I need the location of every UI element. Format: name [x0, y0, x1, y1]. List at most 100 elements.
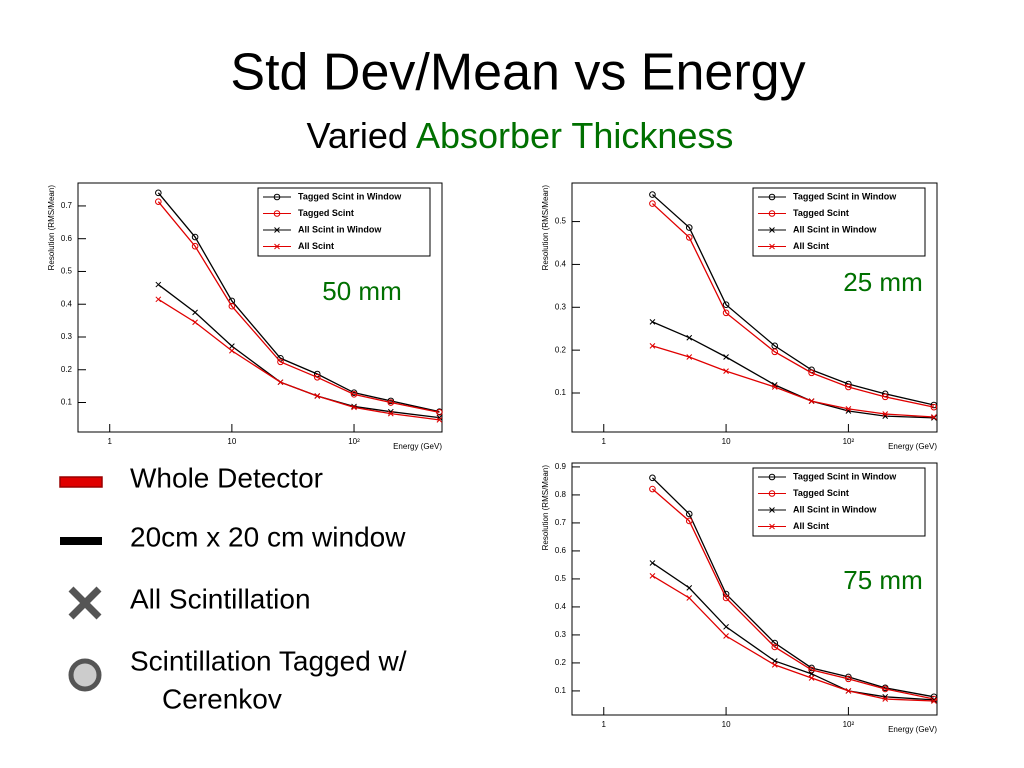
series-line	[651, 203, 935, 408]
x-tick-label: 10	[227, 437, 236, 446]
key-label: 20cm x 20 cm window	[130, 521, 406, 552]
data-point	[930, 401, 938, 409]
subtitle-part: Varied	[307, 115, 408, 156]
data-point	[649, 319, 656, 325]
data-point	[723, 354, 729, 360]
data-point	[686, 585, 693, 591]
key-symbol	[68, 658, 102, 692]
data-point	[277, 379, 284, 386]
y-tick-label: 0.6	[555, 546, 567, 555]
series-line	[652, 321, 934, 419]
data-point	[436, 417, 443, 423]
y-tick-label: 0.3	[61, 332, 73, 341]
data-point	[192, 309, 198, 316]
series-line	[652, 575, 934, 702]
key-label: All Scintillation	[130, 583, 311, 614]
key-symbol	[60, 537, 102, 545]
series-line	[651, 477, 935, 698]
series-line	[652, 562, 934, 701]
x-tick-label: 10	[722, 720, 731, 729]
data-point	[228, 302, 236, 310]
data-point	[436, 409, 443, 416]
series-line	[652, 488, 935, 700]
data-point	[808, 369, 815, 377]
annotation: 50 mm	[322, 276, 401, 306]
annotation: 25 mm	[843, 267, 922, 297]
data-point	[649, 200, 656, 207]
y-tick-label: 0.1	[61, 398, 73, 407]
legend-label: Tagged Scint	[298, 208, 354, 218]
data-point	[649, 343, 656, 349]
x-axis-label: Energy (GeV)	[888, 442, 937, 451]
data-point	[155, 296, 162, 303]
data-point	[808, 398, 815, 404]
y-tick-label: 0.2	[555, 345, 567, 354]
legend-marker	[769, 243, 775, 250]
y-tick-label: 0.2	[555, 658, 567, 667]
series-line	[652, 345, 934, 418]
data-point	[685, 224, 693, 231]
y-tick-label: 0.1	[555, 388, 567, 397]
key-label: Whole Detector	[130, 462, 323, 493]
data-point	[931, 698, 937, 704]
legend-box	[257, 187, 431, 257]
data-point	[808, 670, 815, 677]
data-point	[191, 233, 199, 241]
y-tick-label: 0.9	[555, 462, 567, 471]
data-point	[649, 485, 656, 493]
legend-label: All Scint	[793, 241, 829, 251]
legend-marker	[769, 227, 775, 233]
data-point	[808, 675, 815, 681]
data-point	[722, 309, 730, 317]
legend-marker	[768, 473, 776, 481]
plot-frame	[77, 182, 443, 433]
legend-marker	[273, 210, 281, 217]
data-point	[649, 191, 656, 198]
legend-label: Tagged Scint in Window	[793, 191, 897, 201]
legend-label: Tagged Scint	[793, 208, 849, 218]
x-tick-label: 10²	[843, 720, 855, 729]
y-tick-label: 0.8	[555, 490, 567, 499]
data-point	[882, 696, 889, 702]
data-point	[649, 560, 656, 566]
data-point	[277, 358, 284, 366]
data-point	[931, 415, 937, 421]
data-point	[845, 675, 852, 683]
y-tick-label: 0.7	[555, 518, 567, 527]
data-point	[387, 410, 394, 417]
y-axis-label: Resolution (RMS/Mean)	[541, 185, 550, 271]
data-point	[881, 393, 889, 401]
data-point	[882, 411, 889, 417]
data-point	[192, 319, 198, 326]
subtitle-part: Absorber Thickness	[416, 115, 733, 156]
y-tick-label: 0.5	[555, 574, 567, 583]
y-tick-label: 0.6	[61, 234, 73, 243]
x-axis-label: Energy (GeV)	[888, 725, 937, 734]
y-axis-label: Resolution (RMS/Mean)	[47, 185, 56, 271]
key-label: Cerenkov	[162, 683, 282, 714]
y-axis-label: Resolution (RMS/Mean)	[541, 465, 550, 551]
key-symbol	[68, 586, 102, 620]
data-point	[155, 198, 162, 205]
data-point	[155, 189, 162, 197]
slide-subtitle: Varied Absorber Thickness	[307, 115, 734, 156]
data-point	[771, 643, 779, 651]
y-tick-label: 0.3	[555, 630, 567, 639]
data-point	[685, 510, 693, 518]
data-point	[771, 384, 778, 390]
x-tick-label: 10²	[348, 437, 360, 446]
data-point	[930, 695, 938, 703]
x-tick-label: 10	[722, 437, 731, 446]
y-tick-label: 0.5	[555, 217, 567, 226]
y-tick-label: 0.4	[555, 602, 567, 611]
x-tick-label: 1	[602, 720, 607, 729]
data-point	[649, 572, 656, 579]
data-point	[649, 474, 656, 482]
legend-marker	[769, 507, 775, 513]
legend-marker	[768, 193, 776, 201]
x-tick-label: 1	[107, 437, 112, 446]
data-point	[722, 301, 730, 309]
y-tick-label: 0.2	[61, 365, 73, 374]
chart: 0.1 0.2 0.3 0.4 0.5 0.6 0.7 0.8 0.9 1 10 10² Energy …	[541, 462, 938, 734]
